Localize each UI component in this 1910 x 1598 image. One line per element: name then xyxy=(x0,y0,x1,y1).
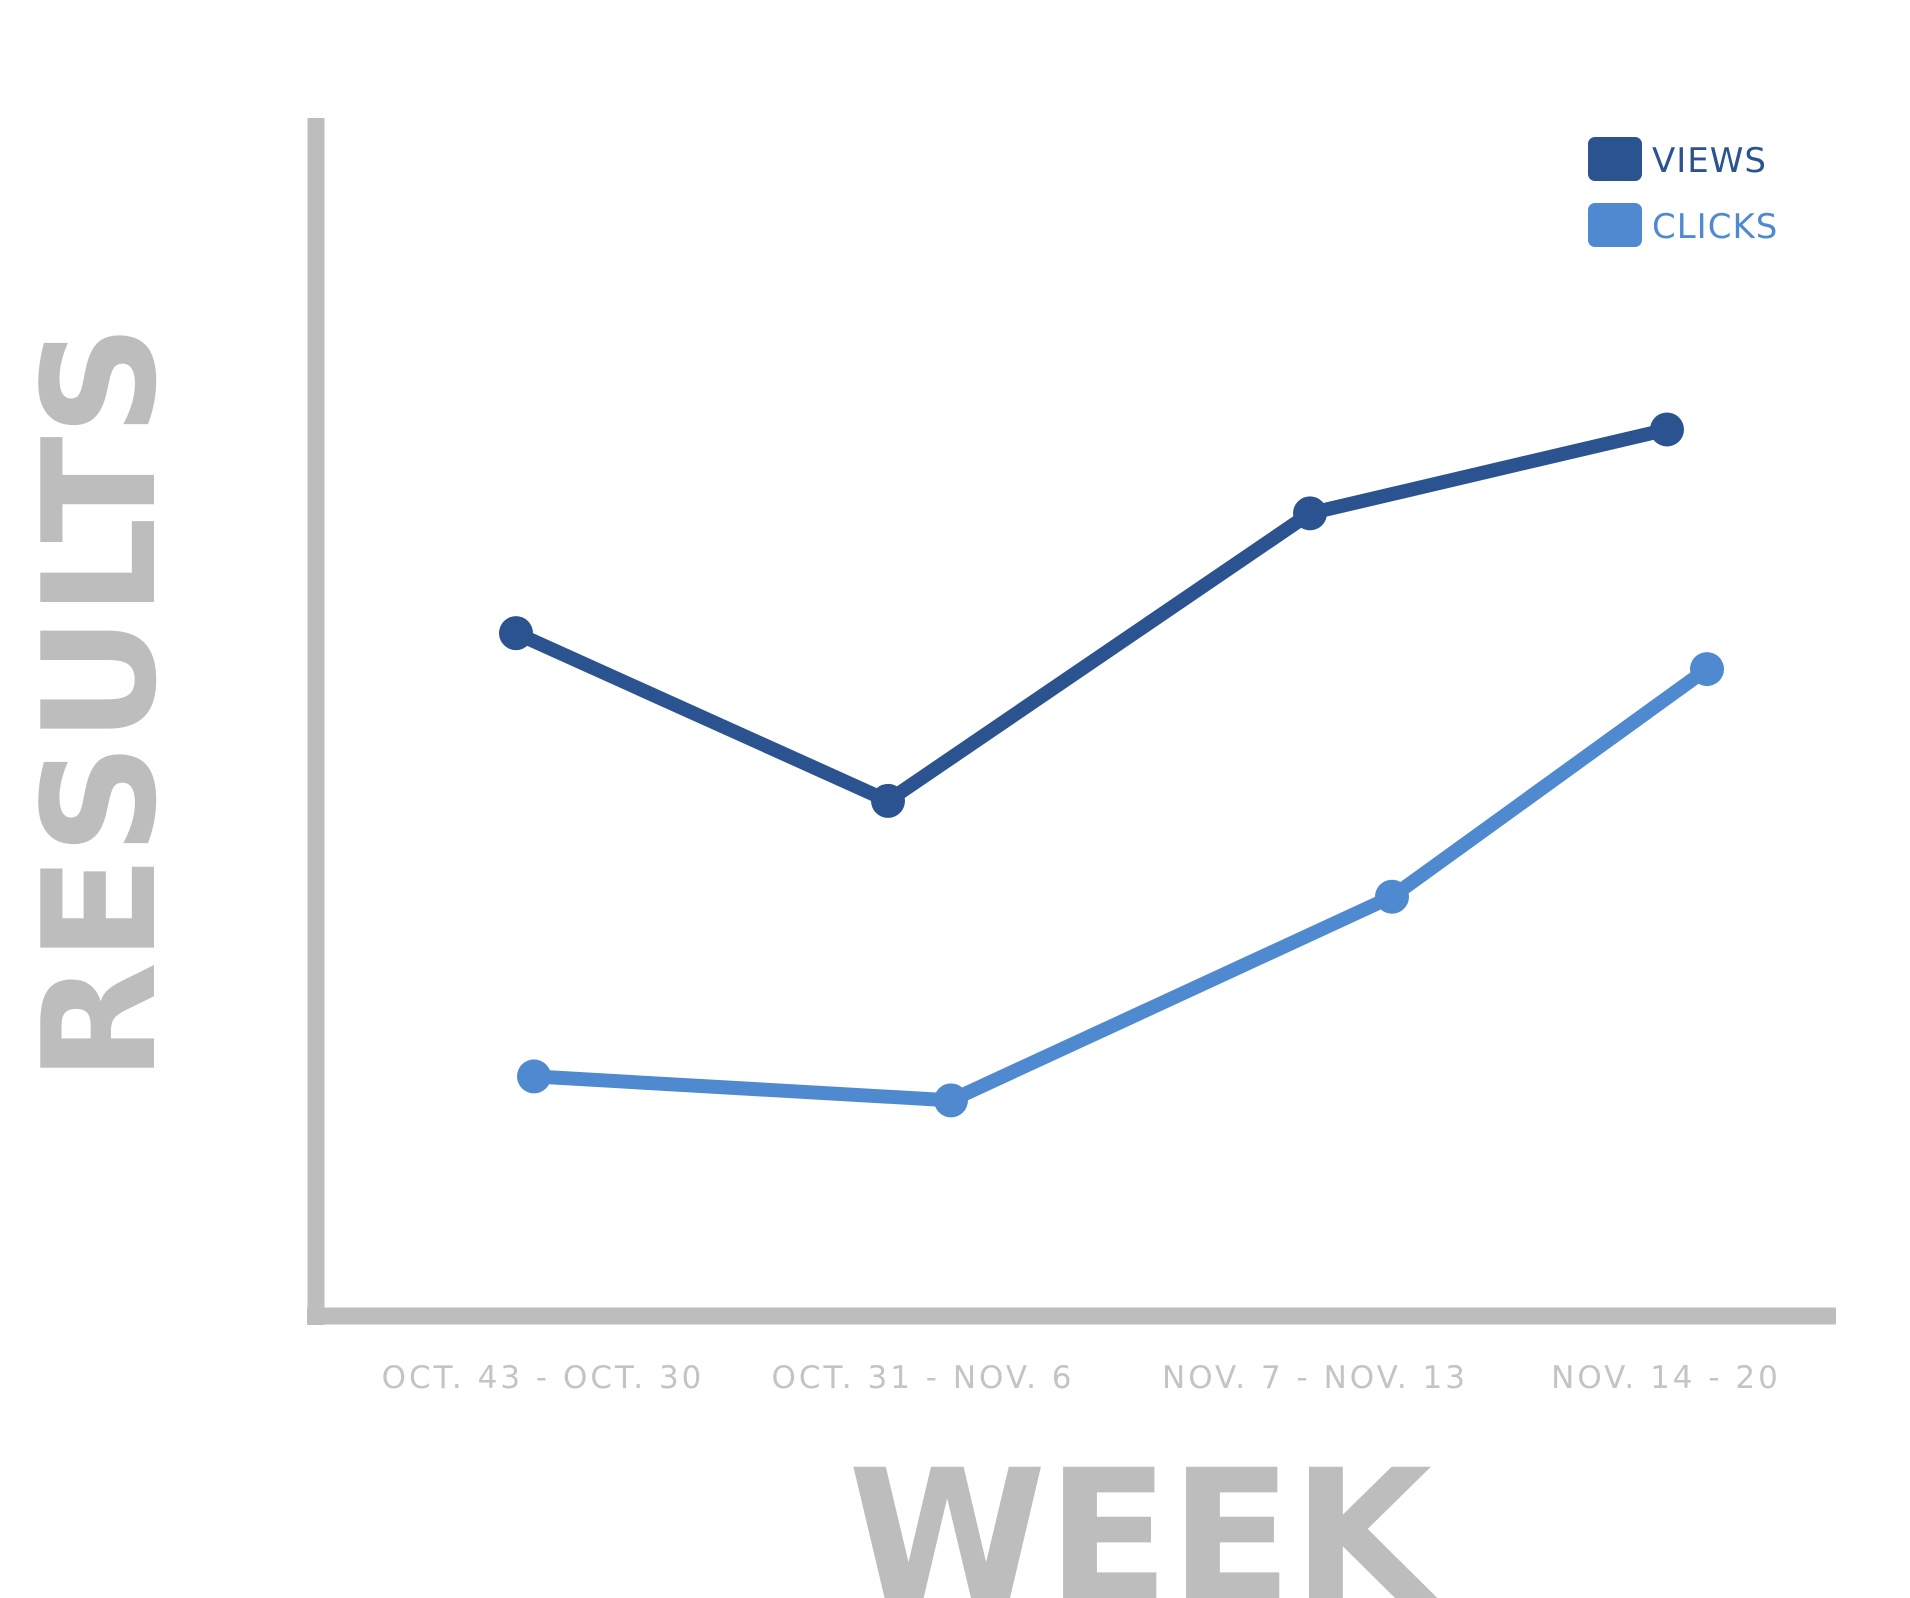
y-axis-title: RESULTS xyxy=(9,324,191,1082)
legend-label-views: VIEWS xyxy=(1652,141,1767,181)
x-tick-label-4: NOV. 14 - 20 xyxy=(1551,1360,1781,1396)
clicks-point-1 xyxy=(517,1059,551,1094)
clicks-point-3 xyxy=(1375,879,1409,914)
x-tick-label-2: OCT. 31 - NOV. 6 xyxy=(771,1360,1074,1396)
x-axis-title: WEEK xyxy=(848,1432,1437,1598)
axes xyxy=(307,118,1836,1325)
legend: VIEWS CLICKS xyxy=(1588,137,1778,247)
clicks-point-2 xyxy=(934,1083,968,1118)
views-point-3 xyxy=(1293,496,1327,531)
x-tick-labels: OCT. 43 - OCT. 30 OCT. 31 - NOV. 6 NOV. 7 … xyxy=(382,1360,1781,1396)
x-tick-label-1: OCT. 43 - OCT. 30 xyxy=(382,1360,705,1396)
clicks-point-4 xyxy=(1690,652,1724,687)
legend-swatch-clicks xyxy=(1588,203,1642,247)
legend-label-clicks: CLICKS xyxy=(1652,207,1778,247)
x-tick-label-3: NOV. 7 - NOV. 13 xyxy=(1162,1360,1468,1396)
views-point-1 xyxy=(499,616,533,651)
clicks-line xyxy=(533,663,1712,1108)
series-layer xyxy=(499,412,1724,1118)
views-line xyxy=(513,422,1669,808)
legend-swatch-views xyxy=(1588,137,1642,181)
views-point-4 xyxy=(1650,412,1684,447)
series-clicks xyxy=(517,652,1724,1118)
series-views xyxy=(499,412,1684,818)
views-point-2 xyxy=(871,783,905,818)
